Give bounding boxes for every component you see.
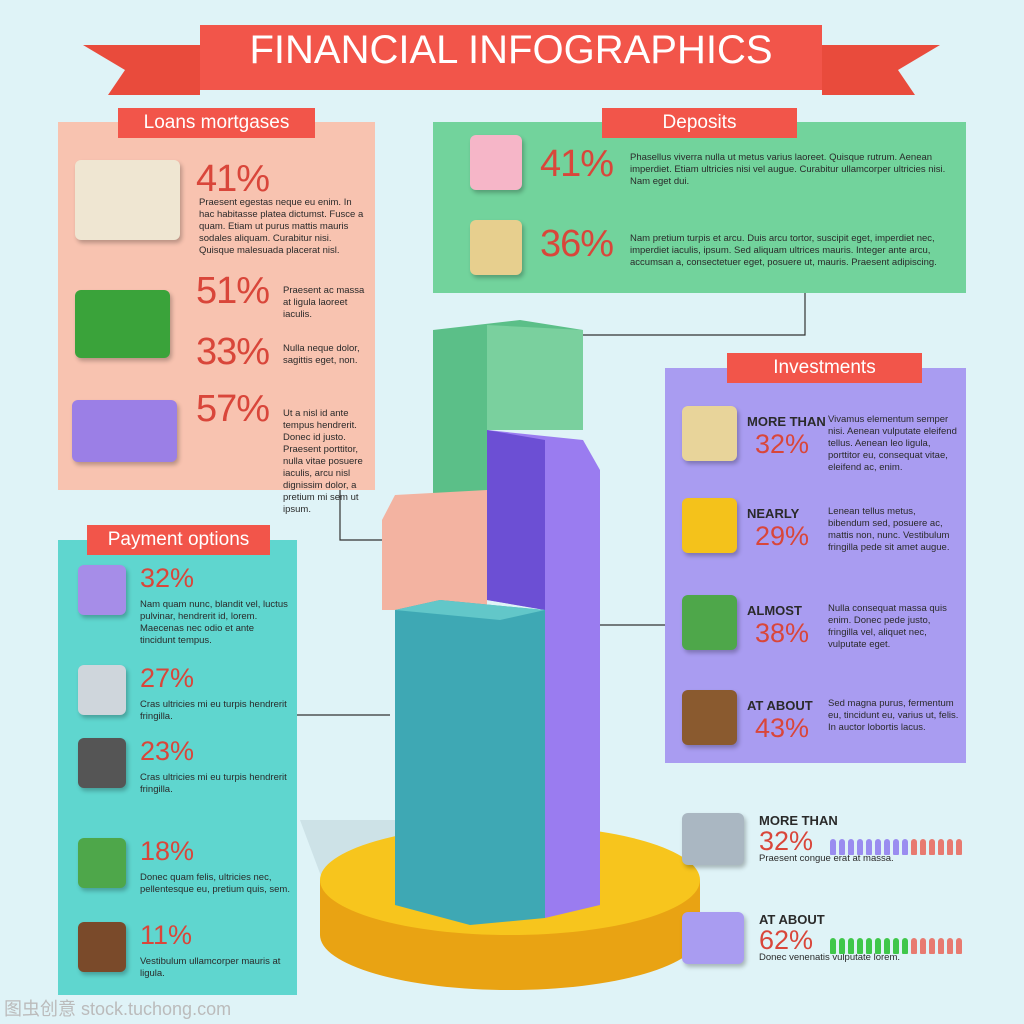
description: Praesent egestas neque eu enim. In hac h… (199, 197, 364, 256)
person-icon (938, 839, 944, 855)
person-icon (884, 938, 890, 954)
percent: 41% (540, 143, 614, 185)
percent: 62% (759, 925, 814, 955)
percent: 27% (140, 663, 195, 693)
description: Nulla consequat massa quis enim. Donec p… (828, 603, 947, 650)
description: Vestibulum ullamcorper mauris at ligula. (140, 956, 281, 979)
section-title: Investments (727, 353, 922, 383)
icon (78, 565, 126, 615)
description: Vivamus elementum semper nisi. Aenean vu… (828, 414, 957, 473)
percent: 43% (755, 713, 810, 743)
person-icon (902, 839, 908, 855)
percent: 51% (196, 270, 270, 312)
percent: 23% (140, 736, 195, 766)
icon (470, 135, 522, 190)
percent: 33% (196, 331, 270, 373)
person-icon (920, 938, 926, 954)
person-icon (947, 938, 953, 954)
person-icon (830, 938, 836, 954)
icon (78, 838, 126, 888)
person-icon (848, 938, 854, 954)
person-icon (929, 839, 935, 855)
description: Nam quam nunc, blandit vel, luctus pulvi… (140, 599, 288, 646)
description: Cras ultricies mi eu turpis hendrerit fr… (140, 699, 287, 722)
description: Donec venenatis vulputate lorem. (759, 952, 900, 963)
ribbon (200, 25, 822, 90)
person-icon (857, 839, 863, 855)
section-title: Loans mortgases (118, 108, 315, 138)
percent: 38% (755, 618, 810, 648)
percent: 18% (140, 836, 195, 866)
description: Phasellus viverra nulla ut metus varius … (630, 152, 946, 187)
person-icon (893, 839, 899, 855)
icon (682, 813, 744, 865)
percent: 32% (759, 826, 814, 856)
description: Donec quam felis, ultricies nec, pellent… (140, 872, 290, 895)
description: Nulla neque dolor, sagittis eget, non. (283, 343, 360, 366)
person-icon (830, 839, 836, 855)
section-title: Deposits (602, 108, 797, 138)
person-icon (902, 938, 908, 954)
ribbon-tail (822, 45, 940, 95)
description: Ut a nisl id ante tempus hendrerit. Done… (283, 408, 363, 515)
icon (78, 922, 126, 972)
cylinder-chart (320, 320, 700, 990)
description: Nam pretium turpis et arcu. Duis arcu to… (630, 233, 937, 268)
icon (75, 290, 170, 358)
label: AT ABOUT (747, 698, 813, 713)
person-icon (938, 938, 944, 954)
section-title: Payment options (87, 525, 270, 555)
percent: 41% (196, 158, 270, 200)
person-icon (911, 938, 917, 954)
person-icon (875, 938, 881, 954)
person-icon (884, 839, 890, 855)
person-icon (911, 839, 917, 855)
person-icon (875, 839, 881, 855)
person-icon (920, 839, 926, 855)
person-icon (929, 938, 935, 954)
title: FINANCIAL INFOGRAPHICS (249, 28, 773, 72)
person-icon (893, 938, 899, 954)
icon (682, 690, 737, 745)
icon (78, 665, 126, 715)
percent: 36% (540, 223, 614, 265)
icon (470, 220, 522, 275)
label: ALMOST (747, 603, 802, 618)
description: Cras ultricies mi eu turpis hendrerit fr… (140, 772, 287, 795)
percent: 32% (755, 429, 810, 459)
ribbon-tail (83, 45, 200, 95)
person-icon (947, 839, 953, 855)
label: MORE THAN (747, 414, 826, 429)
person-icon (956, 839, 962, 855)
icon (682, 406, 737, 461)
icon (78, 738, 126, 788)
percent: 11% (140, 920, 193, 950)
percent: 32% (140, 563, 195, 593)
person-icon (956, 938, 962, 954)
description: Lenean tellus metus, bibendum sed, posue… (828, 506, 950, 553)
person-icon (866, 938, 872, 954)
label: NEARLY (747, 506, 800, 521)
label: MORE THAN (759, 813, 838, 828)
icon (75, 160, 180, 240)
description: Praesent congue erat at massa. (759, 853, 894, 864)
person-icon (857, 938, 863, 954)
description: Sed magna purus, fermentum eu, tincidunt… (828, 698, 959, 733)
watermark: 图虫创意 stock.tuchong.com (4, 999, 232, 1019)
description: Praesent ac massa at ligula laoreet iacu… (283, 285, 365, 320)
icon (682, 912, 744, 964)
person-icon (839, 938, 845, 954)
label: AT ABOUT (759, 912, 825, 927)
person-icon (839, 839, 845, 855)
percent: 29% (755, 521, 810, 551)
percent: 57% (196, 388, 270, 430)
icon (72, 400, 177, 462)
icon (682, 498, 737, 553)
person-icon (848, 839, 854, 855)
icon (682, 595, 737, 650)
person-icon (866, 839, 872, 855)
